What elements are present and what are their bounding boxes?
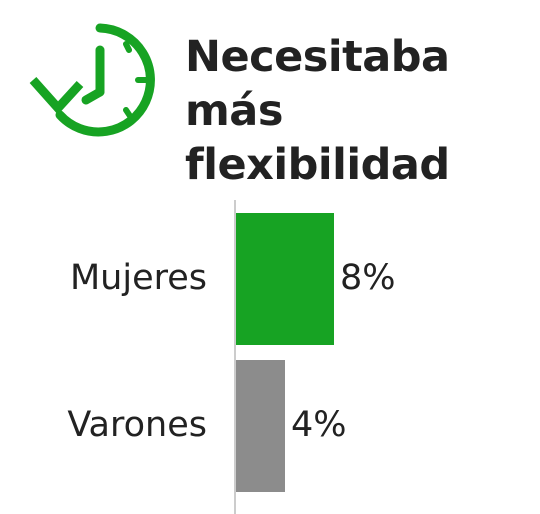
clock-icon (29, 23, 155, 137)
chart-title: Necesitaba más flexibilidad (185, 32, 450, 190)
category-label: Mujeres (70, 258, 207, 298)
value-label: 8% (340, 258, 396, 298)
value-label: 4% (291, 405, 347, 445)
bar (236, 213, 334, 345)
bar (236, 360, 285, 492)
category-label: Varones (67, 405, 207, 445)
